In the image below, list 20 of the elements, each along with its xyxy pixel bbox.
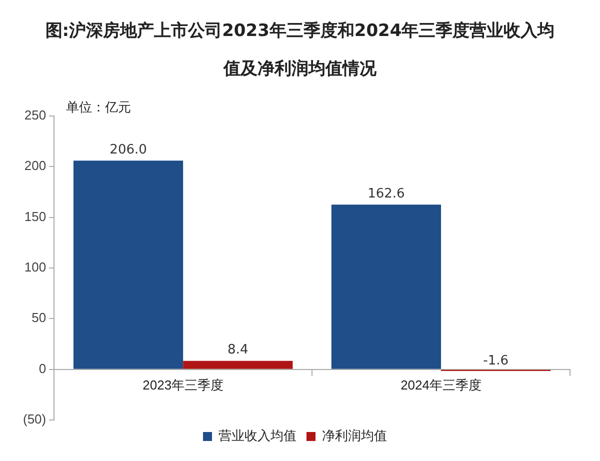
y-tick-label: (50) [22,412,46,427]
data-label: 8.4 [228,342,248,358]
text: 单位：亿元 [66,100,132,116]
bar [183,360,293,369]
bar [73,160,184,369]
y-tick-label: 50 [32,310,46,326]
data-label: 162.6 [368,186,405,202]
data-label: 206.0 [110,142,147,158]
x-tick-label: 2024年三季度 [400,378,482,393]
y-tick-label: 250 [24,108,46,123]
y-tick-label: 200 [24,158,46,174]
x-tick-label: 2023年三季度 [142,378,224,393]
legend-label: 净利润均值 [322,428,387,444]
bar [331,204,442,369]
data-label: -1.6 [483,354,509,369]
legend-label: 营业收入均值 [218,428,296,444]
chart-title: 图:沪深房地产上市公司2023年三季度和2024年三季度营业收入均值及净利润均值情况 [44,20,556,81]
y-tick-label: 0 [38,360,46,376]
y-tick-label: 100 [24,260,46,275]
y-tick-label: 150 [24,208,46,224]
